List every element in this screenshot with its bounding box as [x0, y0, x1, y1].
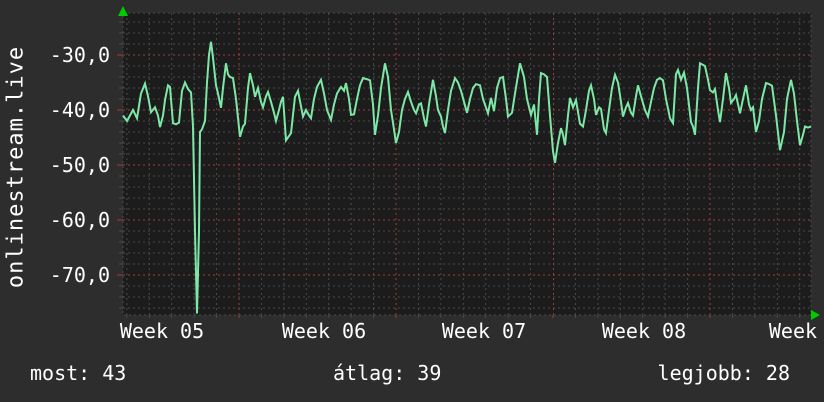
- x-axis-label: Week 08: [601, 319, 687, 343]
- y-axis-label: -30,0: [49, 43, 110, 67]
- y-axis-label: -40,0: [49, 98, 110, 122]
- signal-line: [122, 41, 812, 314]
- stat-label: legjobb:: [657, 361, 754, 385]
- stat-atlag: átlag: 39: [333, 361, 441, 385]
- stat-value: 43: [102, 361, 127, 385]
- plot-background: [123, 13, 811, 315]
- stat-value: 39: [417, 361, 442, 385]
- y-axis-arrow-icon: [118, 6, 128, 16]
- stat-label: átlag:: [333, 361, 406, 385]
- y-axis-label: -60,0: [49, 208, 110, 232]
- stat-value: 28: [765, 361, 790, 385]
- stat-label: most:: [30, 361, 91, 385]
- x-axis-arrow-icon: [811, 310, 820, 320]
- y-axis-label: -50,0: [49, 153, 110, 177]
- stat-most: most: 43: [30, 361, 126, 385]
- y-axis-label: -70,0: [49, 263, 110, 287]
- stat-legjobb: legjobb: 28: [658, 361, 790, 385]
- x-axis-label: Week 06: [281, 319, 367, 343]
- x-axis-label: Week 05: [119, 319, 205, 343]
- x-axis-label: Week 07: [441, 319, 527, 343]
- x-axis-label: Week 0: [768, 319, 824, 343]
